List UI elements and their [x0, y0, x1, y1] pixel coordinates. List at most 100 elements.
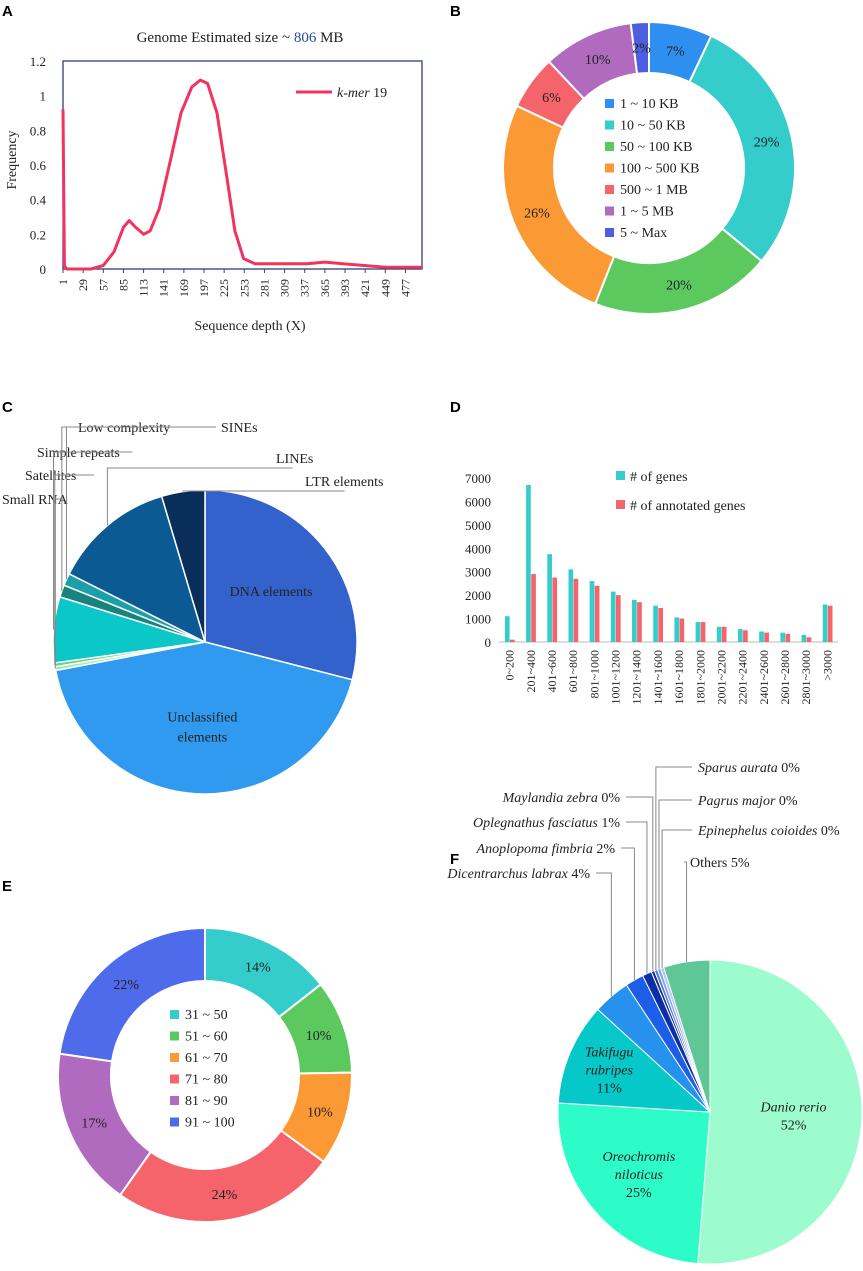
- slice-label-percent: 0%: [601, 791, 620, 806]
- slice-label-sines: SINEs: [221, 421, 258, 436]
- slice-label-low-complexity: Low complexity: [78, 421, 170, 436]
- slice-label-species: Oplegnathus fasciatus: [473, 816, 601, 831]
- leader-line-others: [684, 861, 688, 962]
- leader-line-epinephelus-coioides: [661, 829, 692, 968]
- legend-label-of-annotated-genes: # of annotated genes: [630, 499, 745, 514]
- y-axis-ticks: 0 0.2 0.4 0.6 0.8 1 1.2: [30, 54, 47, 277]
- data-label-100-500-kb: 26%: [524, 206, 550, 221]
- bar-of-genes-2401-2600: [759, 631, 764, 642]
- legend-swatch-of-genes: [616, 471, 625, 480]
- slice-label-line: elements: [177, 731, 227, 746]
- slice-label-line: Unclassified: [167, 711, 237, 726]
- data-label-91-100: 22%: [113, 978, 139, 993]
- y-tick-label: 1: [40, 89, 47, 104]
- x-axis-ticks: 1 29 57 85 113 141 169 197 225 253 281 309 337 365 393…: [56, 269, 412, 297]
- x-tick-label: 113: [137, 279, 151, 297]
- slice-label-dna-elements: DNA elements: [230, 585, 313, 600]
- legend-swatch-5-max: [605, 228, 614, 237]
- legend-label-31-50: 31 ~ 50: [185, 1008, 228, 1023]
- pie-labels: Danio rerio 52% Oreochromis niloticus 25% Tak…: [446, 761, 839, 1201]
- slice-label-percent: 1%: [601, 816, 620, 831]
- panel-c: C DNA elements Unclassified elements Small …: [2, 399, 383, 795]
- panel-b: B 7% 29% 20% 26% 6% 10% 2% 1 ~ 10 KB 10 ~ 50 KB…: [450, 3, 796, 315]
- leader-line-ltr-elements: [182, 490, 345, 492]
- y-axis-ticks: 0 1000 2000 3000 4000 5000 6000 7000: [465, 471, 491, 650]
- x-tick-label: 29: [76, 279, 90, 291]
- data-label-51-60: 10%: [306, 1029, 332, 1044]
- y-tick-label: 5000: [465, 518, 491, 533]
- slice-label-species: Pagrus major: [697, 794, 779, 809]
- bar-of-genes-1201-1400: [632, 599, 637, 642]
- panel-letter-e: E: [2, 878, 12, 895]
- slice-label-percent: 25%: [626, 1186, 652, 1201]
- data-label-1-5-mb: 10%: [585, 53, 611, 68]
- slice-label-danio-rerio: Danio rerio 52%: [760, 1100, 827, 1133]
- leader-line-simple-repeats: [53, 451, 133, 630]
- bar-of-annotated-genes-0-200: [510, 639, 515, 642]
- x-axis-ticks: 0~200 201~400 401~600 601~800 801~1000 1001~1…: [503, 650, 835, 705]
- legend: # of genes # of annotated genes: [616, 470, 745, 514]
- data-label-5-max: 2%: [632, 42, 651, 57]
- donut-slices: [57, 926, 353, 1223]
- x-tick-label: 141: [157, 279, 171, 297]
- leader-line-oplegnathus-fasciatus: [626, 821, 648, 974]
- bar-of-genes-201-400: [526, 485, 531, 642]
- legend-swatch-1-10-kb: [605, 99, 614, 108]
- y-tick-label: 0.2: [30, 227, 46, 242]
- panel-letter-a: A: [2, 3, 13, 20]
- slice-label-species: Sparus aurata: [698, 761, 781, 776]
- x-tick-label: 337: [298, 279, 312, 297]
- slice-label-unclassified-elements: Unclassified elements: [167, 711, 237, 746]
- leader-line-satellites: [54, 474, 94, 665]
- x-tick-label: 2201~2400: [736, 650, 750, 705]
- slice-label-species: niloticus: [615, 1168, 664, 1183]
- x-tick-label: 601~800: [566, 650, 580, 693]
- y-tick-label: 1000: [465, 612, 491, 627]
- leader-line-sparus-aurata: [655, 766, 692, 970]
- x-tick-label: 1001~1200: [609, 650, 623, 705]
- x-tick-label: 2401~2600: [757, 650, 771, 705]
- bar-of-annotated-genes-1001-1200: [615, 595, 621, 642]
- slice-label-species: Anoplopoma fimbria: [476, 842, 597, 857]
- x-tick-label: 801~1000: [587, 650, 601, 699]
- slice-label-satellites: Satellites: [25, 469, 76, 484]
- y-tick-label: 0: [40, 262, 47, 277]
- x-tick-label: 477: [398, 279, 412, 297]
- panel-letter-f: F: [450, 851, 459, 868]
- pie-slice-takifugu-rubripes: [557, 1008, 712, 1113]
- x-tick-label: 449: [378, 279, 392, 297]
- bar-of-annotated-genes-2801-3000: [806, 637, 812, 642]
- slice-label-others: Others 5%: [690, 856, 750, 871]
- chart-title-prefix: Genome Estimated size ~: [137, 30, 294, 46]
- slice-label-takifugu-rubripes: Takifugu rubripes 11%: [585, 1045, 634, 1096]
- bar-of-genes-1601-1800: [674, 617, 680, 642]
- legend-label-100-500-kb: 100 ~ 500 KB: [620, 162, 700, 177]
- bar-of-annotated-genes-2201-2400: [743, 630, 748, 642]
- x-tick-label: 85: [116, 279, 130, 291]
- y-tick-label: 0.8: [30, 123, 46, 138]
- slice-label-maylandia-zebra: Maylandia zebra 0%: [502, 791, 621, 806]
- y-tick-label: 4000: [465, 541, 491, 556]
- series-line-kmer19: [61, 78, 422, 271]
- bar-of-annotated-genes-201-400: [531, 574, 536, 642]
- data-label-10-50-kb: 29%: [754, 136, 780, 151]
- data-label-500-1-mb: 6%: [542, 91, 561, 106]
- x-tick-label: 0~200: [503, 650, 517, 681]
- bar-of-annotated-genes-1601-1800: [679, 618, 685, 642]
- panel-e: E 14% 10% 10% 24% 17% 22% 31 ~ 50 51 ~ 60 61 ~ …: [2, 878, 353, 1223]
- slice-label-percent: 0%: [781, 761, 800, 776]
- legend-label-50-100-kb: 50 ~ 100 KB: [620, 140, 693, 155]
- bar-of-annotated-genes-801-1000: [594, 585, 600, 642]
- legend-label-italic: k-mer: [337, 86, 370, 101]
- slice-label-species: Takifugu: [585, 1045, 634, 1060]
- donut-data-labels: 7% 29% 20% 26% 6% 10% 2%: [524, 42, 780, 294]
- bar-of-annotated-genes-1401-1600: [658, 608, 663, 642]
- y-tick-label: 0.6: [30, 158, 47, 173]
- pie-slice-oreochromis-niloticus: [557, 1102, 711, 1265]
- x-tick-label: 309: [278, 279, 292, 297]
- x-tick-label: 201~400: [524, 650, 538, 693]
- bar-of-annotated-genes-2401-2600: [764, 632, 769, 642]
- legend: 31 ~ 50 51 ~ 60 61 ~ 70 71 ~ 80 81 ~ 90 91 ~ …: [170, 1008, 235, 1131]
- pie-slice-lines: [68, 495, 207, 644]
- x-tick-label: 2001~2200: [714, 650, 728, 705]
